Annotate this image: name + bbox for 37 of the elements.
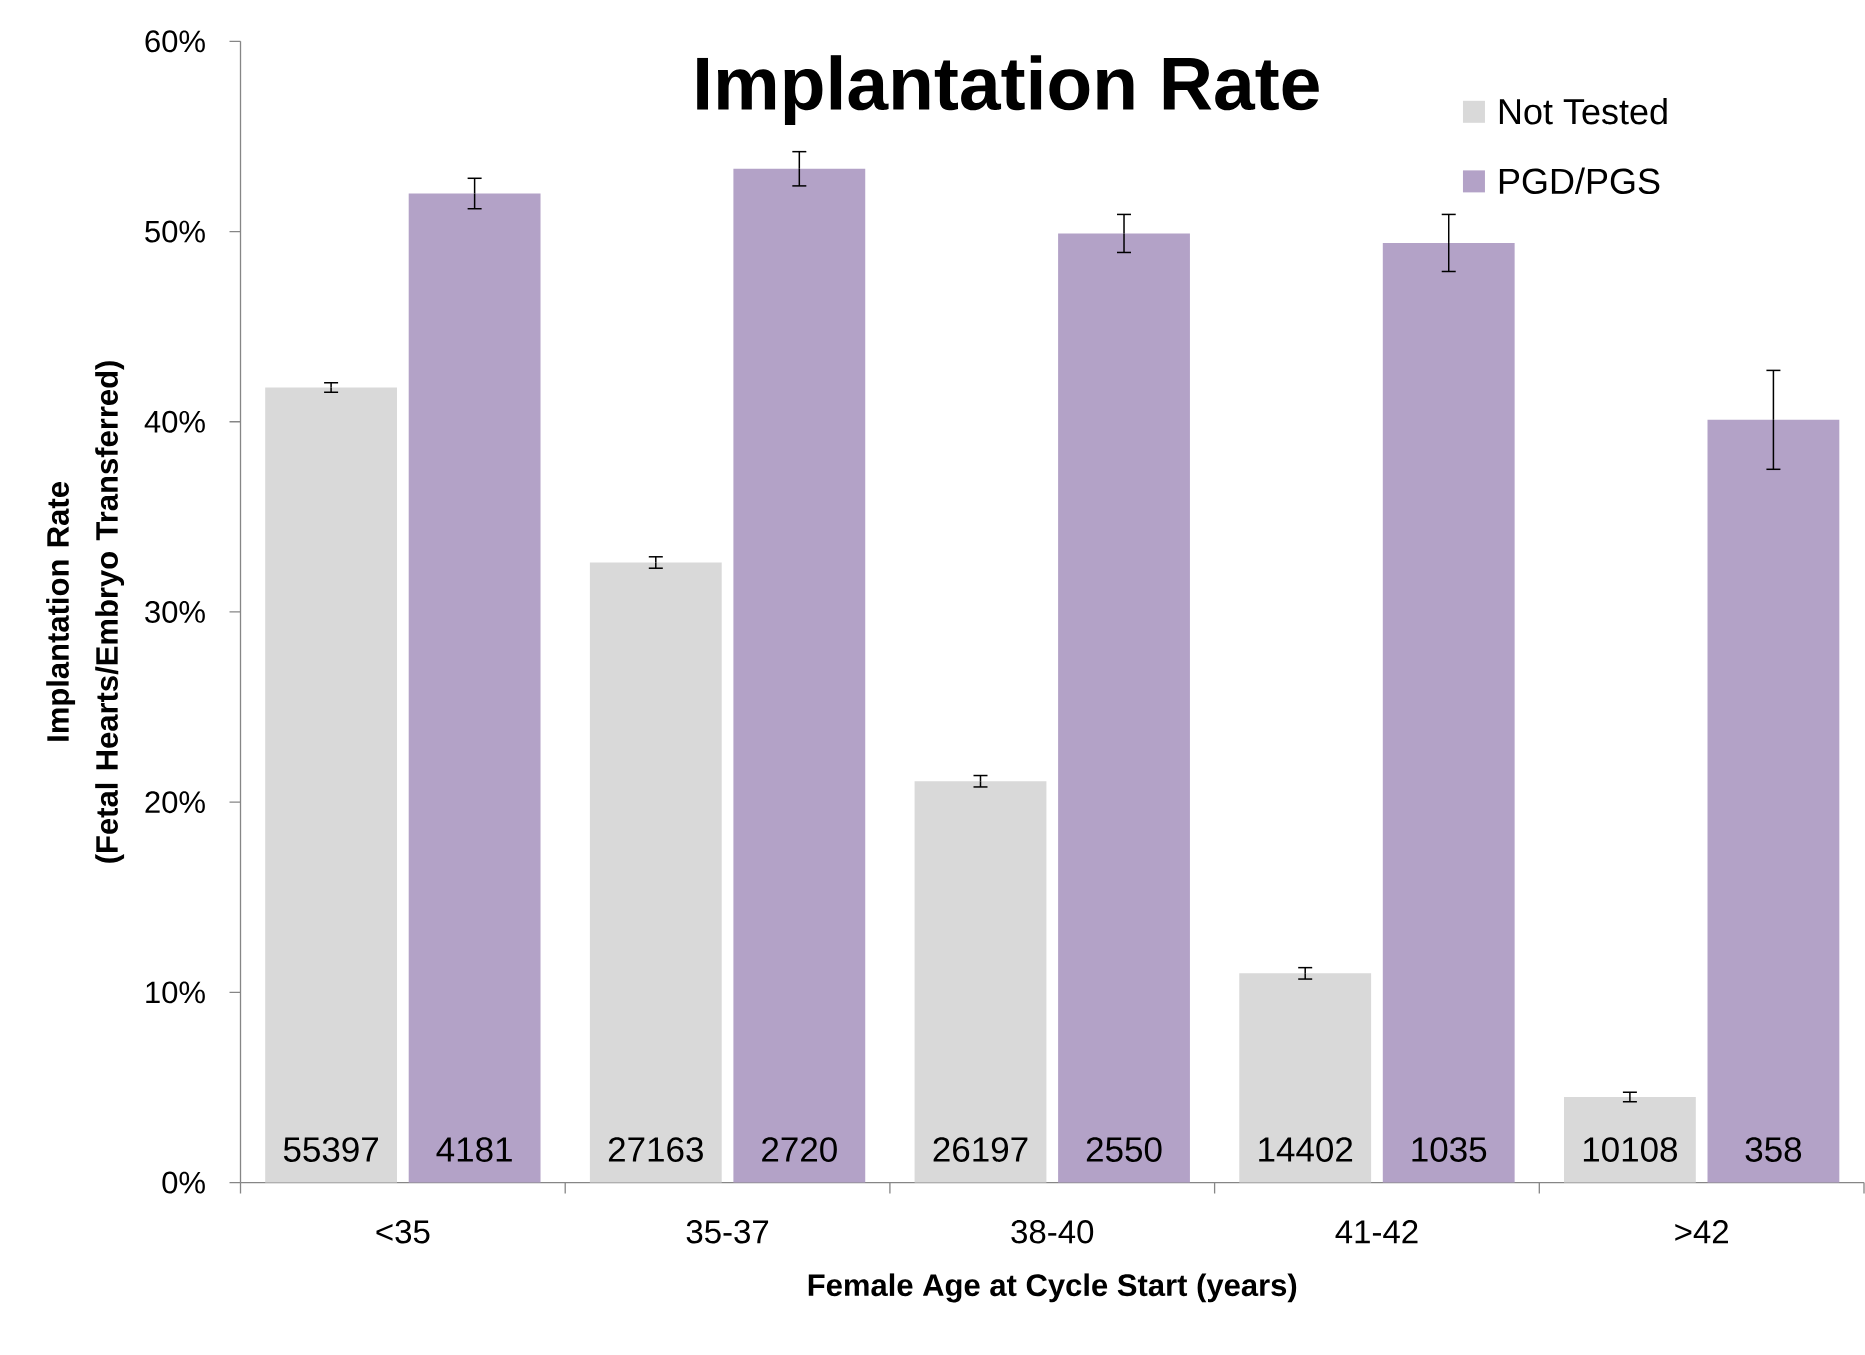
- bar: [1707, 419, 1840, 1183]
- annotation: 27163: [608, 1137, 703, 1162]
- x-tick-label: 38-40: [1011, 1220, 1094, 1244]
- y-tick-label: 30%: [145, 600, 205, 623]
- legend-label: Not Tested: [1499, 98, 1667, 125]
- bar: [1382, 242, 1515, 1183]
- annotation: 14402: [1259, 1137, 1353, 1162]
- bar: [1563, 1096, 1696, 1183]
- x-axis-title: Female Age at Cycle Start (years): [808, 1273, 1297, 1303]
- annotation: 358: [1745, 1137, 1802, 1162]
- y-tick-label: 40%: [144, 410, 205, 433]
- bar: [265, 387, 398, 1183]
- legend-label: PGD/PGS: [1499, 167, 1660, 195]
- x-tick-label: 41-42: [1335, 1220, 1418, 1244]
- bar: [914, 781, 1047, 1183]
- y-tick-label: 0%: [162, 1171, 205, 1194]
- x-tick-label: <35: [376, 1220, 430, 1244]
- annotation: 55397: [283, 1137, 378, 1162]
- annotation: 1035: [1412, 1137, 1487, 1162]
- y-tick-label: 60%: [145, 30, 205, 53]
- bar: [733, 168, 866, 1183]
- y-tick-label: 20%: [145, 791, 205, 814]
- y-axis-title: Implantation Rate (Fetal Hearts/Embryo Transferred): [46, 361, 125, 863]
- bar: [1058, 233, 1190, 1183]
- annotation: 26197: [933, 1137, 1028, 1162]
- bar: [1239, 973, 1372, 1183]
- x-tick-label: >42: [1675, 1220, 1728, 1244]
- annotation: 10108: [1583, 1137, 1678, 1162]
- bar: [589, 562, 722, 1183]
- annotation: 2720: [762, 1137, 837, 1162]
- y-tick-label: 50%: [145, 220, 205, 243]
- x-tick-label: 35-37: [686, 1220, 769, 1244]
- chart-title: Implantation Rate: [697, 55, 1319, 126]
- bar: [408, 193, 541, 1183]
- y-tick-label: 10%: [146, 981, 205, 1004]
- annotation: 2550: [1086, 1137, 1162, 1162]
- annotation: 4181: [436, 1137, 512, 1162]
